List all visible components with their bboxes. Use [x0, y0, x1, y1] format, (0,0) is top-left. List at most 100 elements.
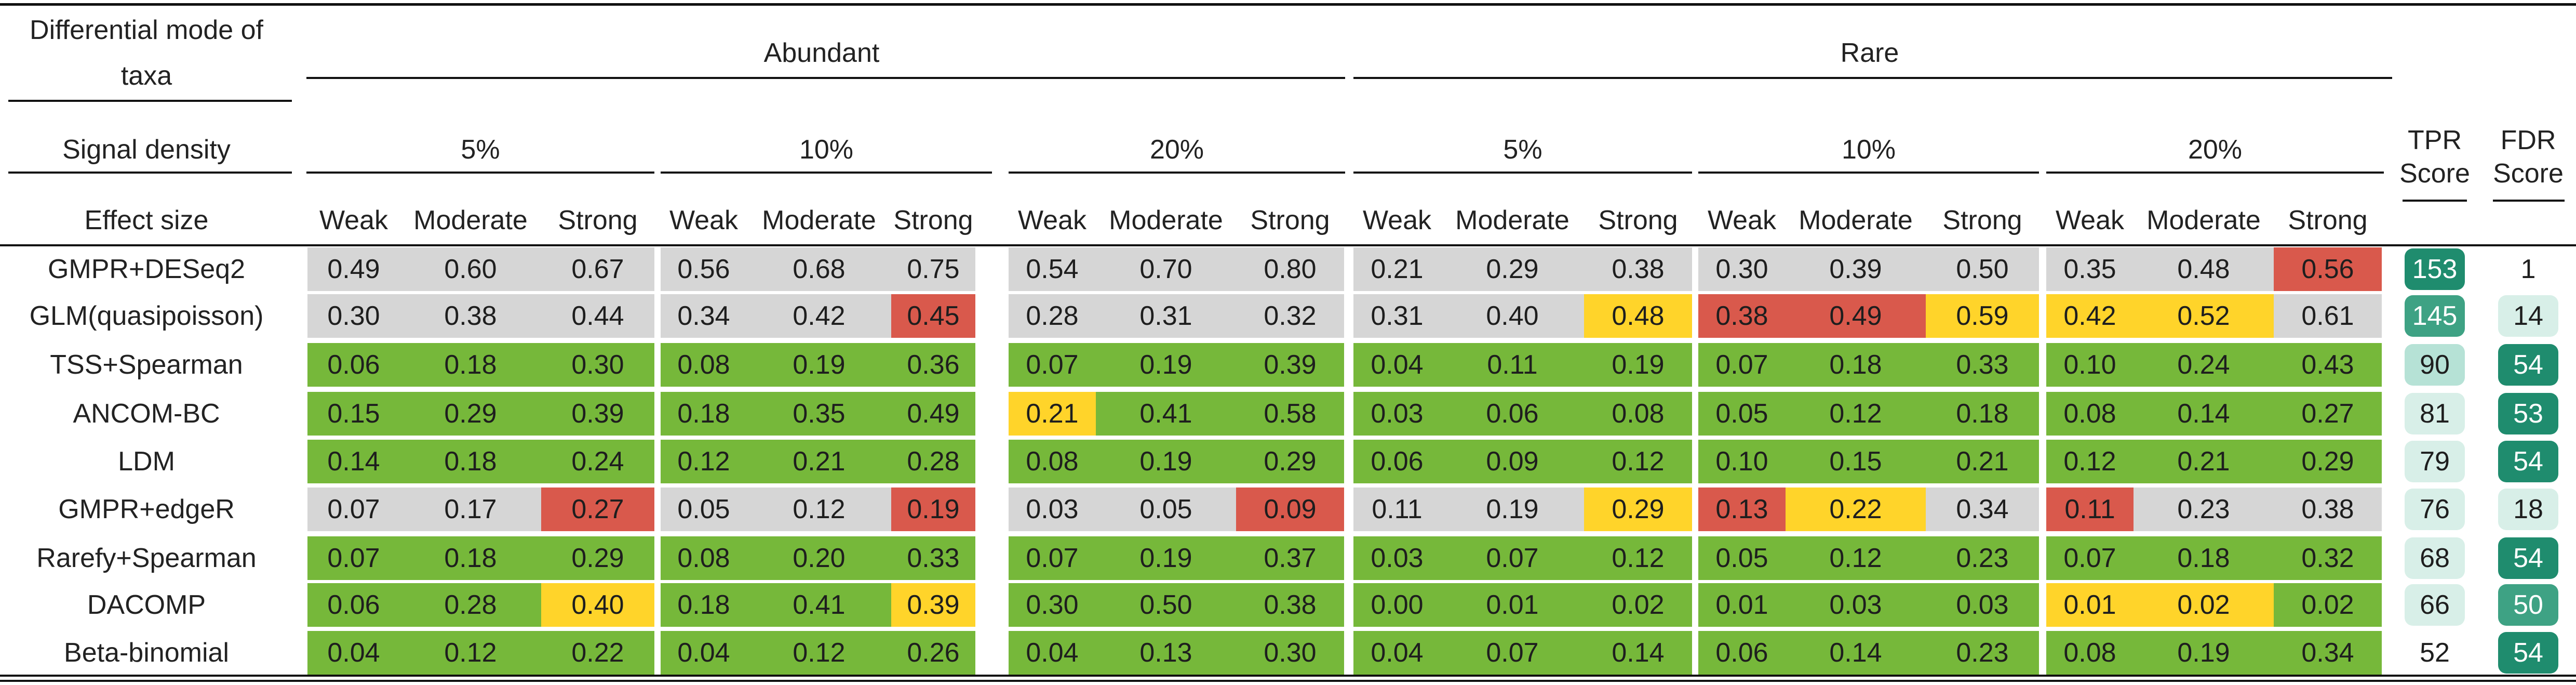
value-cell: 0.19	[1096, 536, 1236, 580]
group-gap	[975, 440, 1009, 483]
value-cell: 0.41	[1096, 392, 1236, 436]
group-gap	[1692, 247, 1698, 291]
group-gap	[1344, 536, 1353, 580]
fdr-score: 54	[2498, 441, 2558, 482]
value-cell: 0.29	[1441, 247, 1584, 291]
method-label: Beta-binomial	[64, 638, 229, 668]
value-cell: 0.19	[891, 488, 975, 531]
value-cell: 0.15	[1786, 440, 1926, 483]
value-cell: 0.09	[1236, 488, 1344, 531]
value-cell: 0.38	[2274, 488, 2382, 531]
tpr-score: 90	[2405, 344, 2465, 386]
value-cell: 0.01	[2046, 583, 2134, 627]
value-cell: 0.07	[2046, 536, 2134, 580]
value-cell: 0.18	[400, 343, 541, 387]
value-cell: 0.49	[891, 392, 975, 436]
density-label: Signal density	[62, 135, 231, 165]
value-cell: 0.12	[661, 440, 747, 483]
density-header: 20%	[1149, 135, 1204, 165]
density-header: 5%	[461, 135, 500, 165]
value-cell: 0.22	[541, 631, 654, 675]
value-cell: 0.32	[2274, 536, 2382, 580]
value-cell: 0.75	[891, 247, 975, 291]
fdr-score: 1	[2498, 248, 2558, 290]
value-cell: 0.04	[1353, 343, 1441, 387]
value-cell: 0.80	[1236, 247, 1344, 291]
value-cell: 0.07	[1009, 343, 1096, 387]
value-cell: 0.27	[541, 488, 654, 531]
abundant-rule	[306, 77, 1345, 79]
value-cell: 0.02	[1584, 583, 1692, 627]
value-cell: 0.03	[1926, 583, 2039, 627]
value-cell: 0.37	[1236, 536, 1344, 580]
mode-label-rule	[8, 100, 292, 102]
group-gap	[975, 392, 1009, 436]
fdr-score: 53	[2498, 393, 2558, 434]
value-cell: 0.29	[400, 392, 541, 436]
effect-header: Weak	[319, 205, 388, 235]
density-header: 10%	[1841, 135, 1896, 165]
fdr-score: 54	[2498, 632, 2558, 674]
value-cell: 0.54	[1009, 247, 1096, 291]
density-rule	[1009, 172, 1345, 174]
density-header: 10%	[799, 135, 854, 165]
fdr-score: 14	[2498, 295, 2558, 337]
value-cell: 0.30	[1009, 583, 1096, 627]
value-cell: 0.19	[1096, 343, 1236, 387]
value-cell: 0.24	[541, 440, 654, 483]
value-cell: 0.18	[2134, 536, 2274, 580]
value-cell: 0.04	[661, 631, 747, 675]
group-gap	[2039, 294, 2046, 338]
method-label: Rarefy+Spearman	[36, 543, 257, 573]
group-gap	[654, 392, 661, 436]
rare-label: Rare	[1840, 38, 1899, 68]
value-cell: 0.34	[2274, 631, 2382, 675]
group-gap	[1692, 536, 1698, 580]
value-cell: 0.13	[1698, 488, 1786, 531]
value-cell: 0.08	[661, 536, 747, 580]
fdr-header-rule	[2493, 200, 2565, 202]
tpr-score: 52	[2405, 632, 2465, 674]
value-cell: 0.02	[2274, 583, 2382, 627]
value-cell: 0.52	[2134, 294, 2274, 338]
value-cell: 0.28	[1009, 294, 1096, 338]
value-cell: 0.14	[1584, 631, 1692, 675]
value-cell: 0.21	[2134, 440, 2274, 483]
value-cell: 0.29	[1584, 488, 1692, 531]
value-cell: 0.18	[1786, 343, 1926, 387]
effect-header: Strong	[893, 205, 973, 235]
effect-header: Strong	[1598, 205, 1678, 235]
group-gap	[2039, 631, 2046, 675]
value-cell: 0.19	[1096, 440, 1236, 483]
group-gap	[1692, 488, 1698, 531]
effect-header: Weak	[1708, 205, 1776, 235]
value-cell: 0.36	[891, 343, 975, 387]
value-cell: 0.12	[747, 631, 891, 675]
value-cell: 0.05	[1096, 488, 1236, 531]
value-cell: 0.07	[1009, 536, 1096, 580]
value-cell: 0.04	[1009, 631, 1096, 675]
fdr-score: 54	[2498, 344, 2558, 386]
group-gap	[975, 631, 1009, 675]
value-cell: 0.14	[307, 440, 400, 483]
value-cell: 0.03	[1353, 392, 1441, 436]
group-gap	[654, 631, 661, 675]
value-cell: 0.19	[1584, 343, 1692, 387]
value-cell: 0.40	[541, 583, 654, 627]
value-cell: 0.59	[1926, 294, 2039, 338]
value-cell: 0.30	[307, 294, 400, 338]
value-cell: 0.33	[1926, 343, 2039, 387]
value-cell: 0.28	[400, 583, 541, 627]
value-cell: 0.34	[1926, 488, 2039, 531]
value-cell: 0.30	[1236, 631, 1344, 675]
value-cell: 0.03	[1786, 583, 1926, 627]
value-cell: 0.42	[747, 294, 891, 338]
fdr-score: 18	[2498, 489, 2558, 530]
value-cell: 0.39	[1786, 247, 1926, 291]
method-label: ANCOM-BC	[73, 399, 220, 429]
effect-header: Moderate	[1799, 205, 1913, 235]
effect-header: Weak	[2056, 205, 2124, 235]
value-cell: 0.39	[1236, 343, 1344, 387]
value-cell: 0.21	[1926, 440, 2039, 483]
value-cell: 0.31	[1096, 294, 1236, 338]
